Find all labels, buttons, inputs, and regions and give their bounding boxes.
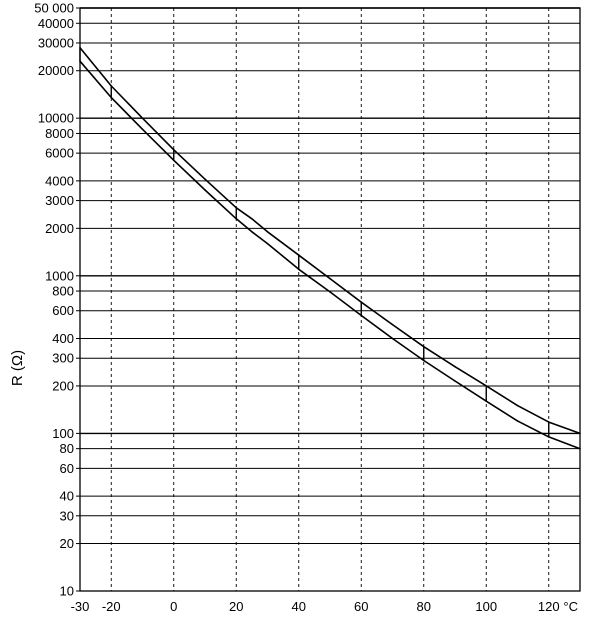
data-point <box>204 178 206 180</box>
data-point <box>516 420 519 422</box>
y-tick-label: 100 <box>52 426 74 441</box>
y-tick-label: 3000 <box>45 193 74 208</box>
series-line <box>79 47 581 435</box>
x-tick-label: 100 <box>475 599 497 614</box>
y-tick-label: 800 <box>52 284 74 299</box>
y-tick-label: 40000 <box>38 16 74 31</box>
plot-frame <box>79 7 581 592</box>
data-point <box>579 432 581 435</box>
data-point <box>141 128 144 131</box>
y-tick-label: 50 000 <box>34 1 74 16</box>
series-layer <box>79 46 581 450</box>
y-tick-label: 80 <box>60 441 74 456</box>
data-point <box>266 242 269 245</box>
x-tick-label: 40 <box>292 599 306 614</box>
y-tick-label: 10000 <box>38 111 74 126</box>
x-tick-label: 60 <box>354 599 368 614</box>
y-tick-label: 2000 <box>45 221 74 236</box>
series-line <box>79 60 581 450</box>
data-point <box>251 218 253 220</box>
y-tick-label: 60 <box>60 461 74 476</box>
y-tick-label: 30000 <box>38 35 74 50</box>
data-point <box>204 189 206 191</box>
x-tick-label: 120 <box>538 599 560 614</box>
y-tick-label: 30 <box>60 508 74 523</box>
y-tick-label: 4000 <box>45 173 74 188</box>
x-tick-label: 0 <box>170 599 177 614</box>
x-tick-label: 20 <box>229 599 243 614</box>
y-tick-label: 600 <box>52 303 74 318</box>
data-point <box>141 117 144 119</box>
data-point <box>454 365 456 368</box>
y-tick-label: 6000 <box>45 146 74 161</box>
y-tick-label: 40 <box>60 489 74 504</box>
data-point <box>329 277 331 280</box>
x-axis-unit-label: °C <box>563 599 578 614</box>
y-tick-label: 20000 <box>38 63 74 78</box>
data-point <box>454 380 456 382</box>
data-point <box>251 231 253 233</box>
data-point <box>329 291 331 293</box>
y-tick-label: 300 <box>52 351 74 366</box>
x-tick-label: 80 <box>417 599 431 614</box>
x-tick-label: -30 <box>71 599 90 614</box>
grid <box>76 7 581 592</box>
y-tick-label: 8000 <box>45 126 74 141</box>
data-point <box>579 447 581 450</box>
x-tick-labels: -30 -20 0 20 40 60 80 100 120 °C <box>71 599 578 614</box>
data-point <box>266 231 269 233</box>
y-tick-label: 10 <box>60 584 74 599</box>
y-tick-label: 200 <box>52 378 74 393</box>
y-tick-label: 400 <box>52 331 74 346</box>
x-tick-label: -20 <box>102 599 121 614</box>
y-tick-label: 20 <box>60 536 74 551</box>
data-point <box>516 404 519 407</box>
data-point <box>391 337 394 340</box>
y-axis-label: R (Ω) <box>9 350 26 386</box>
data-point <box>391 323 394 326</box>
y-tick-label: 1000 <box>45 268 74 283</box>
